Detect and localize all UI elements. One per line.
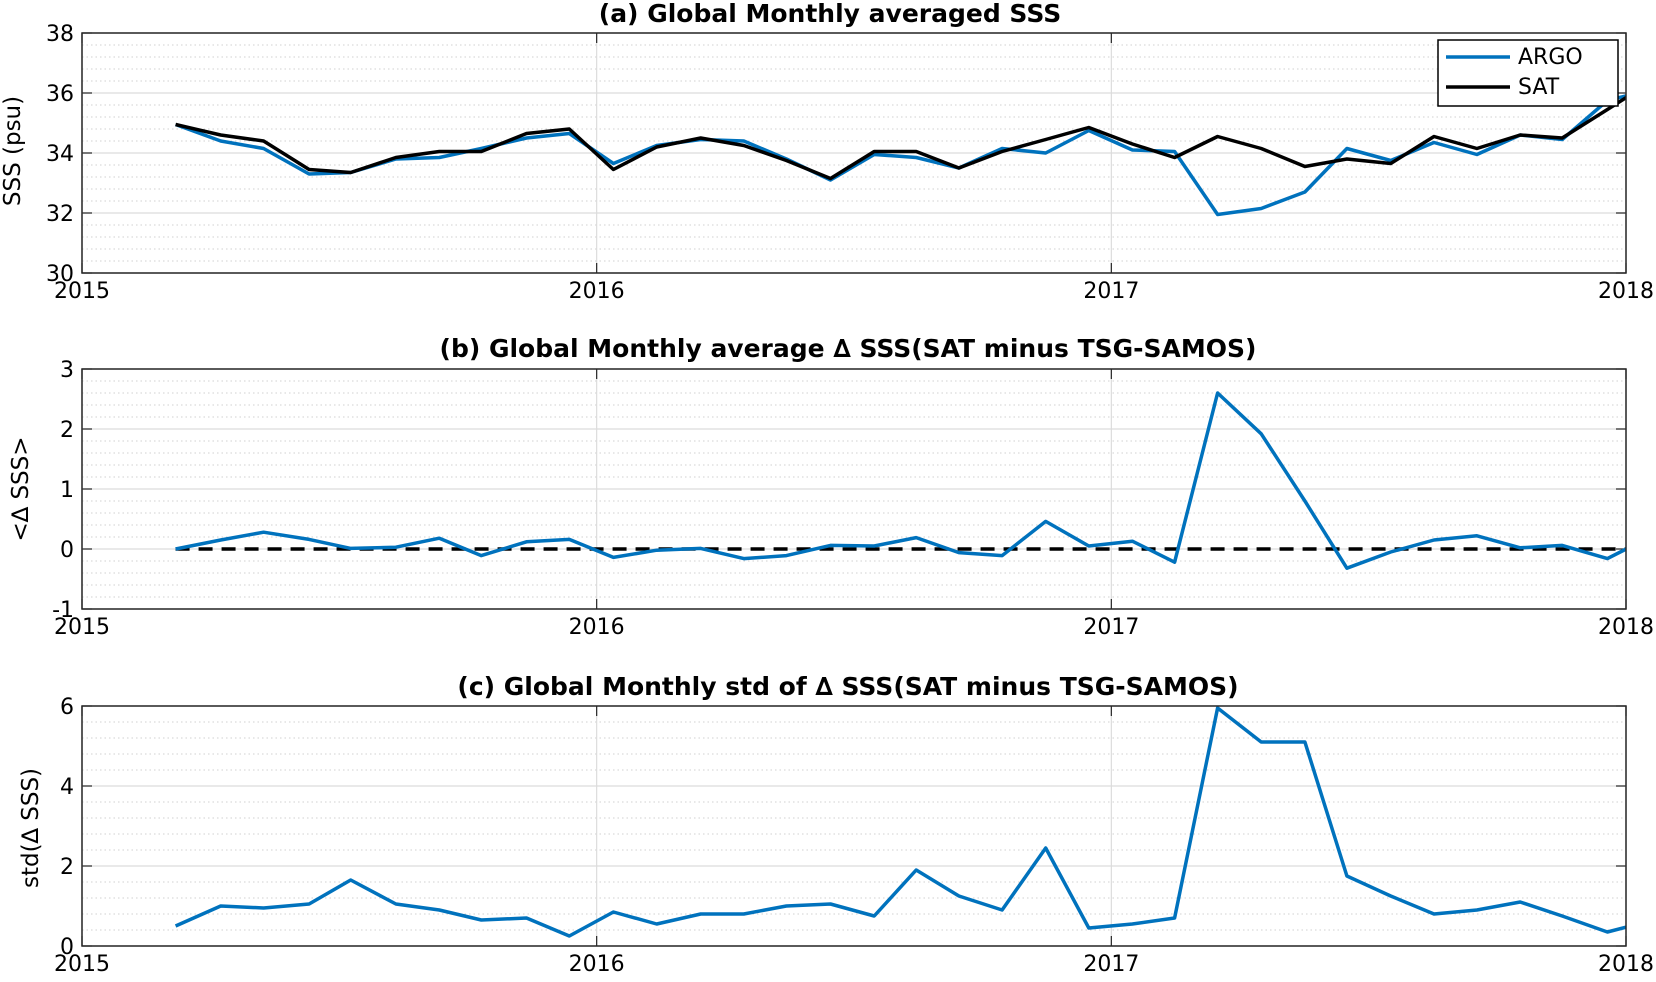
panel-b-ylabel: <∆ SSS>: [8, 436, 34, 541]
y-tick-label: 3: [60, 358, 74, 383]
x-tick-label: 2017: [1083, 279, 1139, 304]
y-tick-label: 6: [60, 695, 74, 720]
y-tick-label: 36: [46, 82, 74, 107]
y-tick-label: 30: [46, 262, 74, 287]
y-tick-label: 2: [60, 855, 74, 880]
axes-frame: [81, 368, 1627, 610]
y-tick-label: 38: [46, 22, 74, 47]
x-tick-label: 2018: [1598, 279, 1654, 304]
panel-c: 0 2 4 6 2015 2016 2017 2018 (c) Global Monthly …: [18, 672, 1654, 977]
series-line-delta-sss: [174, 706, 1626, 938]
x-tick-label: 2017: [1083, 615, 1139, 640]
x-tick-label: 2015: [54, 279, 110, 304]
y-tick-label: 34: [46, 142, 74, 167]
series-line-delta-sss: [175, 391, 1626, 570]
y-tick-label: 2: [60, 418, 74, 443]
y-tick-label: 0: [60, 538, 74, 563]
y-tick-label: 32: [46, 202, 74, 227]
panel-c-title: (c) Global Monthly std of ∆ SSS(SAT minu…: [457, 672, 1238, 701]
x-tick-label: 2018: [1598, 952, 1654, 977]
panel-a-title: (a) Global Monthly averaged SSS: [599, 0, 1061, 28]
x-tick-label: 2018: [1598, 615, 1654, 640]
legend-sat-label: SAT: [1518, 75, 1560, 100]
x-tick-label: 2015: [54, 952, 110, 977]
x-tick-label: 2016: [569, 279, 625, 304]
legend-argo-label: ARGO: [1518, 45, 1583, 70]
panel-c-ylabel: std(∆ SSS): [18, 768, 44, 888]
panel-b: -1 0 1 2 3 2015 2016 2017 2018 (b) Global Monthl…: [8, 334, 1654, 640]
y-tick-label: 4: [60, 775, 74, 800]
y-tick-label: 0: [60, 935, 74, 960]
panel-b-title: (b) Global Monthly average ∆ SSS(SAT min…: [440, 334, 1257, 363]
panel-a-legend: ARGO SAT: [1437, 39, 1619, 107]
plot-area: [82, 706, 1626, 946]
panel-a: 30 32 34 36 38 2015 2016 2017 2018 (a) Global Mo…: [0, 0, 1654, 304]
x-tick-label: 2017: [1083, 952, 1139, 977]
series-line-sat: [175, 95, 1626, 181]
x-tick-label: 2015: [54, 615, 110, 640]
axes-frame: [81, 32, 1627, 274]
axes-frame: [81, 705, 1627, 947]
x-tick-label: 2016: [569, 615, 625, 640]
x-tick-label: 2016: [569, 952, 625, 977]
legend-box: [1437, 39, 1619, 107]
panel-a-ylabel: SSS (psu): [0, 96, 26, 206]
y-tick-label: -1: [52, 598, 74, 623]
y-tick-label: 1: [60, 478, 74, 503]
